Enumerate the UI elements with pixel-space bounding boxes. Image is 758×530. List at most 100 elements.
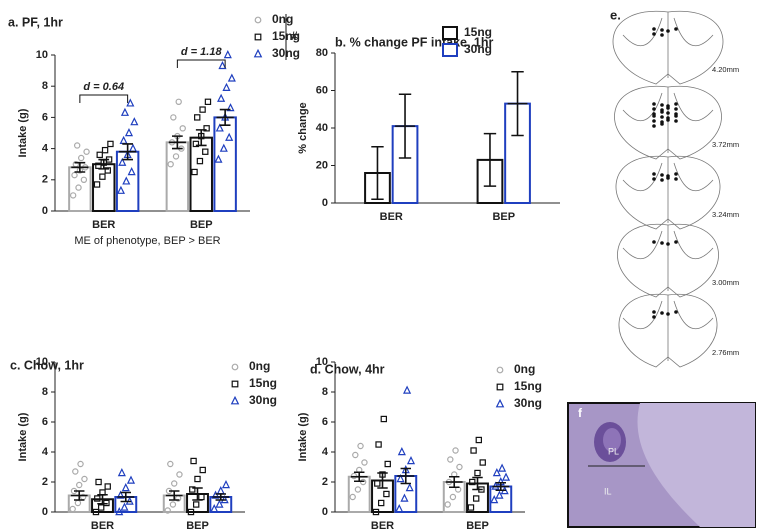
- point: [227, 73, 236, 82]
- point: [77, 460, 84, 468]
- error-bar: [350, 471, 368, 483]
- legend-label: 0ng: [249, 359, 270, 373]
- point: [122, 176, 131, 185]
- placement-dot: [674, 119, 678, 123]
- placement-dot: [652, 177, 656, 181]
- point: [116, 490, 125, 499]
- legend-marker: [253, 48, 263, 58]
- error-bar: [165, 490, 183, 501]
- legend-label: 15ng: [249, 376, 277, 390]
- error-bar: [395, 93, 415, 159]
- point: [490, 495, 499, 504]
- point: [467, 504, 475, 511]
- section-detail: [622, 300, 714, 329]
- point: [93, 181, 101, 188]
- point: [83, 148, 90, 155]
- point: [215, 123, 224, 132]
- point: [498, 463, 507, 472]
- point: [474, 469, 481, 477]
- legend-label: 30ng: [464, 42, 492, 56]
- point: [104, 483, 111, 490]
- y-tick-label: 60: [316, 84, 328, 96]
- placement-dot: [666, 106, 670, 110]
- placement-dot: [652, 172, 656, 176]
- y-tick-label: 8: [42, 386, 48, 398]
- region-label: PL: [608, 446, 619, 456]
- chart-title: c. Chow, 1hr: [10, 358, 84, 372]
- point: [130, 117, 139, 126]
- point: [92, 508, 100, 516]
- legend-marker: [496, 366, 504, 374]
- y-tick-label: 4: [42, 143, 49, 155]
- bar: [391, 125, 419, 204]
- placement-dot: [660, 173, 664, 177]
- x-tick-label: BEP: [186, 520, 209, 530]
- section-detail: [622, 230, 714, 259]
- y-axis-label: Intake (g): [297, 412, 309, 461]
- error-bar: [212, 493, 230, 501]
- legend-label: 0ng: [514, 362, 535, 376]
- point: [384, 460, 391, 468]
- y-axis-label: % change: [297, 102, 309, 153]
- placement-dot: [674, 102, 678, 106]
- y-tick-label: 10: [36, 49, 48, 61]
- error-bar: [480, 132, 500, 187]
- point: [225, 132, 234, 141]
- legend-label: 30ng: [514, 396, 542, 410]
- legend-marker: [254, 33, 262, 41]
- level-label: 2.76mm: [712, 348, 739, 357]
- point: [126, 98, 135, 107]
- placement-dot: [660, 122, 664, 126]
- point: [104, 167, 111, 174]
- point: [189, 486, 196, 493]
- point: [127, 167, 136, 176]
- point: [380, 415, 388, 423]
- level-label: 3.24mm: [712, 210, 739, 219]
- tissue: [637, 403, 755, 527]
- x-tick-label: BER: [371, 520, 394, 530]
- point: [95, 478, 102, 486]
- point: [203, 125, 210, 132]
- placement-dot: [660, 178, 664, 182]
- tissue: [603, 428, 621, 452]
- annotation: #: [291, 29, 298, 43]
- legend-marker: [442, 26, 458, 40]
- y-tick-label: 4: [322, 446, 329, 458]
- x-tick-label: BER: [91, 520, 114, 530]
- placement-dot: [652, 119, 656, 123]
- y-tick-label: 10: [316, 356, 328, 368]
- placement-dot: [674, 114, 678, 118]
- point: [81, 475, 88, 483]
- x-tick-label: BER: [380, 211, 403, 223]
- y-tick-label: 4: [42, 446, 49, 458]
- point: [354, 486, 362, 493]
- point: [217, 93, 226, 102]
- point: [199, 466, 206, 474]
- y-axis-label: Intake (g): [17, 108, 29, 157]
- annotation: d = 1.18: [181, 46, 223, 58]
- point: [187, 508, 195, 516]
- point: [120, 107, 130, 116]
- placement-dot: [666, 176, 670, 180]
- y-tick-label: 2: [42, 174, 48, 186]
- y-axis-label: Intake (g): [17, 412, 29, 461]
- legend-marker: [496, 383, 504, 391]
- annotation: d = 0.64: [83, 81, 124, 93]
- legend-marker: [231, 380, 239, 388]
- point: [204, 98, 212, 105]
- point: [69, 505, 76, 513]
- legend-marker: [254, 16, 262, 24]
- legend-label: 0ng: [272, 12, 293, 26]
- point: [406, 456, 416, 465]
- y-tick-label: 8: [42, 80, 48, 92]
- point: [191, 168, 198, 176]
- y-tick-label: 80: [316, 47, 328, 59]
- point: [349, 493, 356, 501]
- y-tick-label: 0: [42, 506, 48, 518]
- point: [403, 385, 412, 394]
- placement-dot: [652, 114, 656, 118]
- point: [495, 490, 504, 499]
- point: [221, 480, 231, 489]
- error-bar: [216, 108, 234, 126]
- error-bar: [367, 145, 388, 201]
